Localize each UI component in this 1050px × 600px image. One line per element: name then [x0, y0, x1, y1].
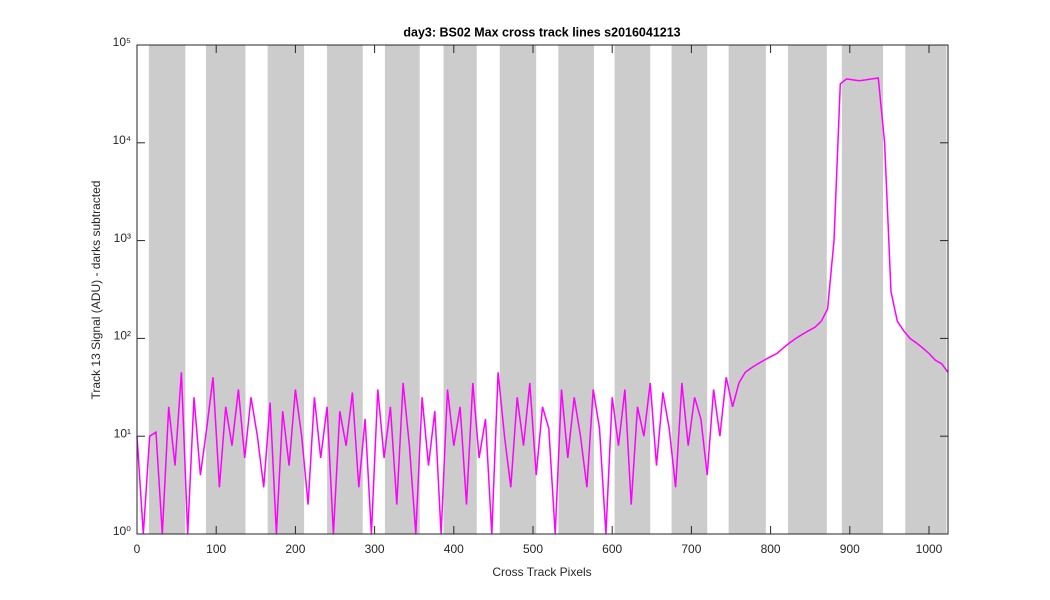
shaded-band: [905, 45, 947, 534]
x-tick-label: 800: [761, 542, 781, 556]
x-tick-label: 600: [602, 542, 622, 556]
x-tick-label: 1000: [916, 542, 943, 556]
x-tick-label: 300: [365, 542, 385, 556]
shaded-band: [384, 45, 420, 534]
x-tick-label: 100: [206, 542, 226, 556]
x-axis-label: Cross Track Pixels: [492, 565, 591, 579]
chart-title: day3: BS02 Max cross track lines s201604…: [403, 25, 680, 39]
x-tick-label: 500: [523, 542, 543, 556]
y-axis-label: Track 13 Signal (ADU) - darks subtracted: [89, 181, 103, 400]
shaded-band: [614, 45, 651, 534]
x-tick-label: 200: [285, 542, 305, 556]
y-tick-label: 10²: [114, 329, 131, 343]
shaded-band: [267, 45, 305, 534]
shaded-band: [148, 45, 186, 534]
y-tick-label: 10⁵: [113, 35, 131, 49]
shaded-band: [841, 45, 884, 534]
y-tick-label: 10⁰: [113, 524, 131, 538]
x-tick-label: 900: [840, 542, 860, 556]
axes-box: [136, 44, 949, 535]
shaded-band: [443, 45, 477, 534]
y-tick-label: 10¹: [114, 426, 131, 440]
shaded-band: [728, 45, 766, 534]
shaded-band: [788, 45, 827, 534]
y-tick-label: 10³: [114, 231, 131, 245]
y-tick-label: 10⁴: [112, 133, 131, 147]
data-line: [136, 77, 949, 535]
shaded-band: [499, 45, 537, 534]
shaded-band: [558, 45, 594, 534]
x-tick-label: 400: [444, 542, 464, 556]
x-tick-label: 0: [134, 542, 141, 556]
x-tick-label: 700: [681, 542, 701, 556]
shaded-band: [205, 45, 246, 534]
